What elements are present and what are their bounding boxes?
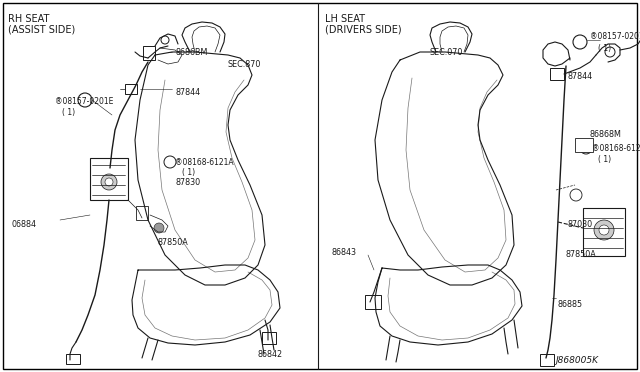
Text: ®08157-0201E: ®08157-0201E [55,97,113,106]
Text: 87030: 87030 [568,220,593,229]
Circle shape [161,36,169,44]
Text: ®08168-6121A: ®08168-6121A [592,144,640,153]
Text: 87844: 87844 [568,72,593,81]
Text: ( 1): ( 1) [182,168,195,177]
Text: (ASSIST SIDE): (ASSIST SIDE) [8,24,76,34]
Text: 87844: 87844 [175,88,200,97]
Text: 87830: 87830 [175,178,200,187]
Circle shape [605,47,615,57]
Bar [583,208,625,256]
Circle shape [101,174,117,190]
Text: SEC.070: SEC.070 [430,48,463,57]
Text: J868005K: J868005K [555,356,598,365]
Bar [136,206,148,220]
Circle shape [154,223,164,233]
Bar [540,354,554,366]
Text: ®08157-0201E: ®08157-0201E [590,32,640,41]
Bar [262,332,276,344]
Text: 06884: 06884 [12,220,37,229]
Circle shape [570,189,582,201]
Text: ®08168-6121A: ®08168-6121A [175,158,234,167]
Text: ( 1): ( 1) [598,44,611,53]
Text: 86842: 86842 [258,350,283,359]
Bar [66,354,80,364]
Text: 8686BM: 8686BM [175,48,207,57]
Bar [143,46,155,60]
Text: 86868M: 86868M [590,130,622,139]
Bar [575,138,593,152]
Text: LH SEAT: LH SEAT [325,14,365,24]
Text: 86843: 86843 [332,248,357,257]
Circle shape [599,225,609,235]
Bar [365,295,381,309]
Text: RH SEAT: RH SEAT [8,14,49,24]
Text: 86885: 86885 [558,300,583,309]
Bar [90,158,128,200]
Bar [125,84,137,94]
Text: 87850A: 87850A [158,238,189,247]
Text: ( 1): ( 1) [598,155,611,164]
Text: SEC.870: SEC.870 [228,60,261,69]
Text: (DRIVERS SIDE): (DRIVERS SIDE) [325,24,402,34]
Text: ( 1): ( 1) [62,108,75,117]
Text: 87850A: 87850A [565,250,596,259]
Circle shape [594,220,614,240]
Bar [550,68,564,80]
Circle shape [105,178,113,186]
